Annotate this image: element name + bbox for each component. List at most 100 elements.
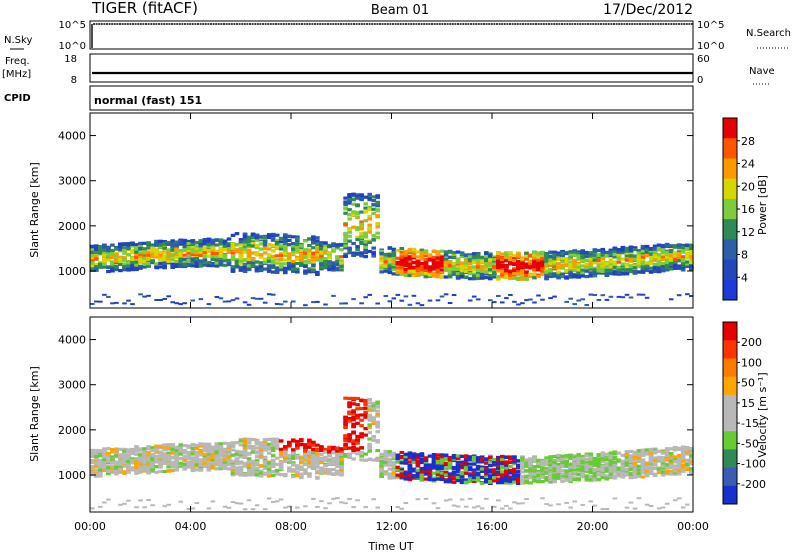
heatmap-cell: [90, 256, 95, 260]
heatmap-cell: [492, 505, 497, 508]
heatmap-cell: [419, 457, 425, 461]
heatmap-cell: [106, 269, 111, 274]
heatmap-cell: [479, 458, 485, 462]
heatmap-cell: [339, 469, 344, 473]
heatmap-cell: [339, 460, 344, 464]
heatmap-cell: [222, 256, 228, 260]
heatmap-cell: [110, 260, 115, 264]
heatmap-cell: [648, 252, 654, 256]
heatmap-cell: [278, 268, 284, 272]
heatmap-cell: [166, 443, 171, 447]
heatmap-cell: [375, 194, 380, 198]
heatmap-cell: [274, 254, 280, 258]
heatmap-cell: [488, 299, 493, 302]
heatmap-cell: [580, 264, 585, 268]
heatmap-cell: [214, 261, 220, 265]
heatmap-cell: [632, 257, 638, 261]
heatmap-cell: [391, 265, 397, 269]
heatmap-cell: [158, 261, 163, 265]
heatmap-cell: [254, 471, 260, 475]
heatmap-cell: [367, 445, 372, 449]
heatmap-cell: [512, 254, 517, 258]
heatmap-cell: [142, 462, 147, 466]
heatmap-cell: [178, 444, 183, 448]
heatmap-cell: [234, 457, 240, 462]
heatmap-cell: [411, 460, 417, 464]
heatmap-cell: [218, 246, 224, 250]
heatmap-cell: [278, 447, 284, 451]
heatmap-cell: [218, 453, 224, 458]
heatmap-cell: [475, 458, 481, 462]
heatmap-cell: [516, 269, 521, 273]
heatmap-cell: [524, 458, 529, 462]
heatmap-cell: [114, 257, 119, 261]
heatmap-cell: [283, 253, 288, 257]
heatmap-cell: [415, 470, 421, 474]
heatmap-cell: [130, 457, 135, 461]
heatmap-cell: [114, 461, 119, 465]
heatmap-cell: [126, 252, 131, 257]
heatmap-cell: [584, 304, 590, 306]
heatmap-cell: [648, 266, 654, 270]
heatmap-cell: [230, 443, 236, 448]
heatmap-cell: [355, 210, 360, 215]
heatmap-cell: [339, 471, 344, 475]
heatmap-cell: [371, 421, 376, 425]
heatmap-cell: [367, 217, 372, 221]
heatmap-cell: [190, 299, 196, 302]
heatmap-cell: [182, 454, 188, 458]
heatmap-cell: [178, 457, 183, 461]
heatmap-cell: [118, 247, 123, 252]
heatmap-cell: [524, 461, 529, 465]
heatmap-cell: [110, 262, 115, 266]
heatmap-cell: [206, 254, 212, 258]
heatmap-cell: [475, 298, 481, 301]
heatmap-cell: [343, 202, 348, 206]
heatmap-cell: [295, 270, 300, 274]
heatmap-cell: [552, 262, 557, 266]
heatmap-cell: [242, 439, 248, 443]
heatmap-cell: [90, 507, 95, 510]
heatmap-cell: [544, 264, 549, 268]
heatmap-cell: [636, 258, 642, 263]
heatmap-cell: [415, 459, 421, 463]
heatmap-cell: [319, 253, 324, 257]
heatmap-cell: [262, 472, 268, 476]
heatmap-cell: [242, 244, 248, 249]
heatmap-cell: [174, 259, 179, 264]
heatmap-cell: [351, 415, 356, 420]
heatmap-cell: [178, 249, 183, 253]
heatmap-cell: [202, 255, 208, 259]
heatmap-cell: [94, 448, 99, 453]
heatmap-cell: [636, 293, 642, 296]
heatmap-cell: [270, 237, 276, 241]
heatmap-cell: [238, 243, 244, 247]
heatmap-cell: [198, 468, 204, 472]
heatmap-cell: [479, 475, 485, 479]
heatmap-cell: [158, 455, 163, 459]
heatmap-cell: [178, 452, 183, 456]
heatmap-cell: [323, 455, 328, 459]
heatmap-cell: [616, 254, 622, 258]
heatmap-cell: [262, 235, 268, 239]
heatmap-cell: [90, 245, 95, 249]
heatmap-cell: [479, 481, 485, 485]
heatmap-cell: [246, 444, 252, 448]
heatmap-cell: [122, 248, 127, 253]
heatmap-cell: [475, 262, 481, 266]
heatmap-cell: [431, 274, 437, 278]
heatmap-cell: [479, 259, 485, 263]
heatmap-cell: [516, 253, 521, 257]
heatmap-cell: [283, 459, 288, 464]
heatmap-cell: [596, 263, 602, 267]
heatmap-cell: [194, 245, 200, 249]
heatmap-cell: [548, 250, 553, 254]
heatmap-cell: [359, 241, 364, 245]
heatmap-cell: [351, 448, 356, 452]
heatmap-cell: [504, 466, 509, 471]
heatmap-cell: [371, 237, 376, 241]
heatmap-cell: [435, 267, 441, 271]
heatmap-cell: [162, 456, 167, 460]
heatmap-cell: [451, 251, 457, 255]
heatmap-cell: [283, 445, 288, 449]
